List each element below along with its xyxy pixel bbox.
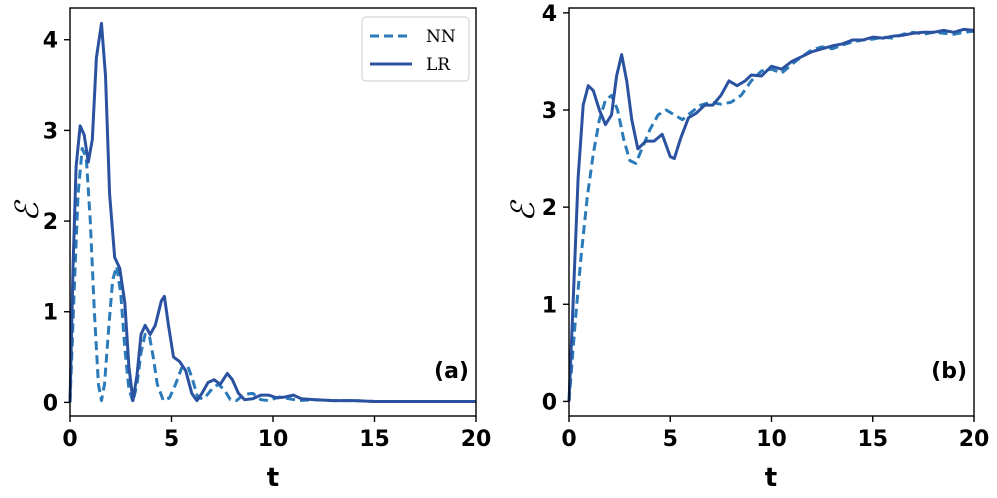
panel-b-x-tick-label: 20 [959,427,990,452]
panel-b-series-nn-line [567,29,975,402]
panel-a-x-tick-label: 5 [164,427,179,452]
panel-a-y-tick-label: 4 [43,29,58,54]
panel-a-x-tick-label: 0 [62,427,77,452]
panel-a: 0 5 10 15 20 0 1 2 3 4 t ℰ (a) NN LR [8,7,491,493]
panel-a-y-tick-label: 3 [43,119,58,144]
panel-a-series [68,21,476,403]
panel-a-x-ticks: 0 5 10 15 20 [62,416,491,452]
panel-a-y-axis-label: ℰ [8,199,46,222]
panel-a-series-nn-line [68,147,476,403]
panel-b-label: (b) [931,359,967,384]
panel-b-series [567,27,975,402]
panel-b-y-axis-label: ℰ [504,199,542,222]
legend: NN LR [361,16,470,82]
panel-a-y-ticks: 0 1 2 3 4 [43,29,70,416]
panel-b-y-tick-label: 4 [542,2,557,27]
panel-b-x-tick-label: 0 [561,427,576,452]
panel-b-y-tick-label: 0 [542,390,557,415]
panel-b-y-ticks: 0 1 2 3 4 [542,2,569,415]
legend-nn-label: NN [426,27,456,47]
panel-b-x-tick-label: 15 [857,427,888,452]
panel-b-x-tick-label: 10 [756,427,787,452]
panel-b-x-tick-label: 5 [663,427,678,452]
panel-b-y-tick-label: 2 [542,196,557,221]
legend-lr-label: LR [426,55,451,75]
panel-a-y-tick-label: 0 [43,391,58,416]
panel-b-y-tick-label: 3 [542,99,557,124]
panel-a-y-tick-label: 1 [43,301,58,326]
panel-a-x-tick-label: 10 [258,427,289,452]
panel-a-series-lr-line [68,21,476,403]
panel-b: 0 5 10 15 20 0 1 2 3 4 t ℰ (b) [504,2,989,493]
panel-b-series-lr-line [567,27,975,402]
panel-a-x-tick-label: 20 [461,427,492,452]
panel-a-x-tick-label: 15 [359,427,390,452]
panel-a-y-tick-label: 2 [43,210,58,235]
panel-b-y-tick-label: 1 [542,293,557,318]
panel-a-label: (a) [434,359,469,384]
panel-b-x-ticks: 0 5 10 15 20 [561,416,989,452]
panel-b-x-axis-label: t [765,463,777,493]
panel-a-x-axis-label: t [267,463,279,493]
